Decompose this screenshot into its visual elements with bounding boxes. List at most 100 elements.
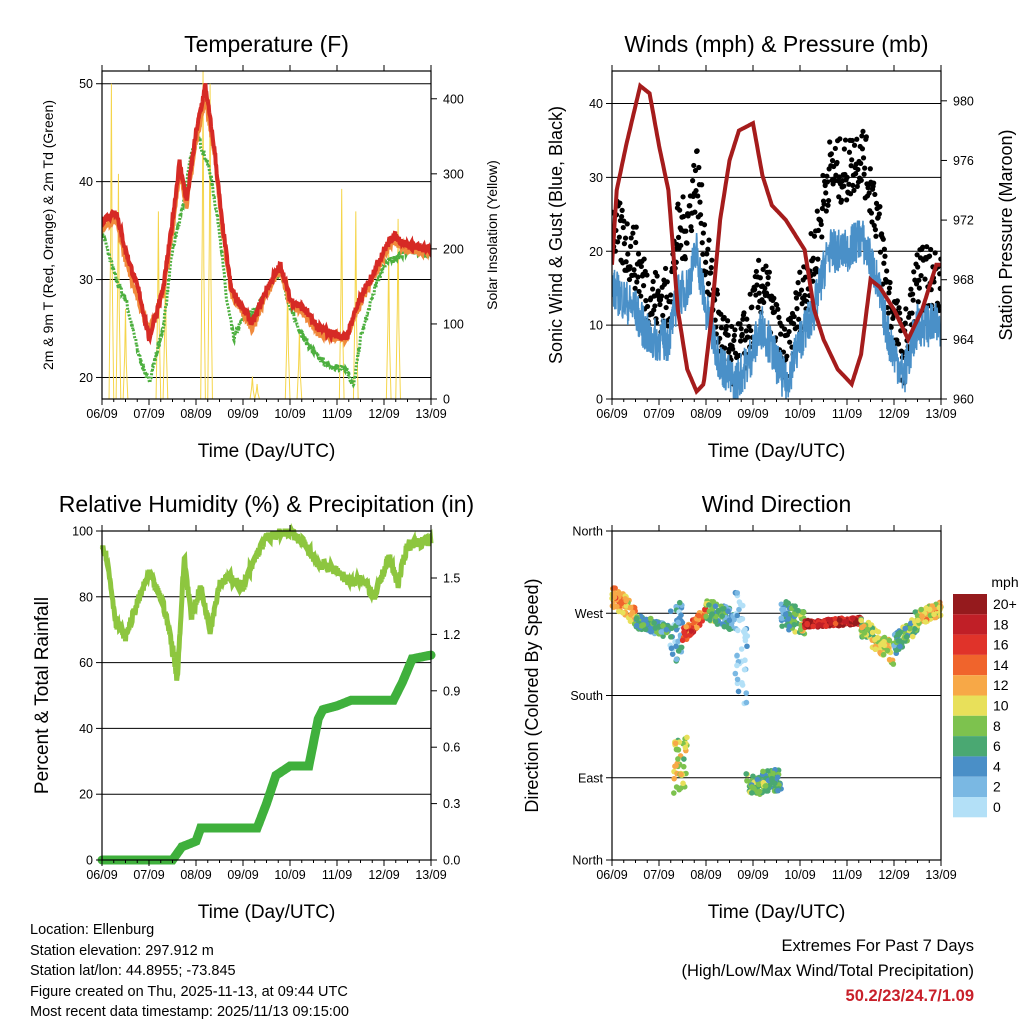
gust-point xyxy=(798,287,805,293)
gust-point xyxy=(721,314,727,321)
direction-point xyxy=(795,607,801,614)
gust-point xyxy=(691,162,697,169)
gust-point xyxy=(644,272,650,278)
gust-point xyxy=(741,310,747,316)
gust-point xyxy=(638,293,644,299)
gust-point xyxy=(836,194,842,200)
direction-point xyxy=(719,613,725,619)
legend-label: 8 xyxy=(993,718,1001,734)
direction-point xyxy=(709,606,715,613)
direction-point xyxy=(895,638,902,644)
gust-point xyxy=(881,246,888,252)
gust-point xyxy=(918,273,924,279)
gust-point xyxy=(872,191,878,198)
gust-point xyxy=(625,251,631,257)
gust-point xyxy=(824,173,830,179)
gust-point xyxy=(643,298,649,304)
gust-point xyxy=(915,264,921,270)
direction-point xyxy=(668,634,674,640)
direction-point xyxy=(709,611,715,617)
legend-swatch-18 xyxy=(953,614,987,635)
gust-point xyxy=(775,306,781,312)
gust-point xyxy=(796,291,802,297)
gust-point xyxy=(829,158,836,164)
gust-point xyxy=(664,279,670,285)
gust-point xyxy=(633,224,639,230)
direction-point xyxy=(673,656,680,663)
direction-point xyxy=(651,620,657,626)
direction-point xyxy=(872,646,879,652)
solar-insolation-spike xyxy=(155,211,162,399)
gust-point xyxy=(819,234,825,240)
gust-point xyxy=(660,312,666,319)
gust-point xyxy=(632,285,638,291)
y-tick-label: 40 xyxy=(79,722,93,736)
legend-label: 12 xyxy=(993,677,1009,693)
gust-point xyxy=(739,331,745,337)
y2-tick-label: 1.5 xyxy=(443,572,460,586)
gust-point xyxy=(920,244,926,250)
gust-point xyxy=(796,316,802,322)
direction-point xyxy=(726,625,732,632)
direction-point xyxy=(673,762,679,769)
direction-point xyxy=(884,647,891,654)
direction-point xyxy=(682,632,689,639)
y-tick-label: East xyxy=(578,771,604,785)
x-tick-label: 12/09 xyxy=(368,868,399,882)
direction-point xyxy=(749,790,755,796)
direction-point xyxy=(771,780,778,787)
gust-point xyxy=(811,233,818,239)
gust-point xyxy=(871,222,877,229)
gust-point xyxy=(827,139,833,145)
gust-point xyxy=(700,230,706,236)
gust-point xyxy=(836,174,842,180)
x-tick-label: 10/09 xyxy=(784,868,815,882)
y2-tick-label: 964 xyxy=(953,333,974,347)
solar-insolation-spike xyxy=(296,331,303,399)
station-latlon: Station lat/lon: 44.8955; -73.845 xyxy=(30,963,236,979)
legend-label: 6 xyxy=(993,738,1001,754)
chart-title: Temperature (F) xyxy=(184,31,349,57)
y-axis-label: Direction (Colored By Speed) xyxy=(522,578,542,812)
direction-point xyxy=(736,617,743,624)
x-tick-label: 09/09 xyxy=(737,407,768,421)
direction-point xyxy=(734,590,741,596)
gust-point xyxy=(795,280,801,286)
gust-point xyxy=(688,227,695,234)
legend-swatch-8 xyxy=(953,715,987,737)
gust-point xyxy=(740,316,746,322)
direction-point xyxy=(721,623,728,630)
gust-point xyxy=(837,136,843,142)
gust-point xyxy=(849,157,855,163)
direction-point xyxy=(792,603,798,609)
gust-point xyxy=(825,197,832,204)
gust-point xyxy=(860,128,866,135)
direction-point xyxy=(864,626,871,633)
direction-point xyxy=(858,617,864,624)
x-tick-label: 09/09 xyxy=(227,407,258,421)
direction-point xyxy=(734,662,740,669)
gust-point xyxy=(828,151,834,157)
direction-point xyxy=(734,652,740,659)
direction-point xyxy=(890,661,897,667)
direction-point xyxy=(675,619,681,626)
gust-point xyxy=(636,288,642,295)
gust-point xyxy=(824,179,831,185)
gust-point xyxy=(814,208,820,214)
x-tick-label: 07/09 xyxy=(643,407,674,421)
x-tick-label: 13/09 xyxy=(415,407,446,421)
gust-point xyxy=(683,228,689,234)
gust-point xyxy=(911,269,917,275)
direction-point xyxy=(770,770,776,777)
direction-point xyxy=(909,633,916,640)
y2-tick-label: 300 xyxy=(443,167,464,181)
gust-point xyxy=(635,274,641,280)
gust-point xyxy=(842,137,849,143)
direction-point xyxy=(760,768,766,775)
direction-point xyxy=(797,626,804,633)
gust-point xyxy=(922,276,928,282)
gust-point xyxy=(853,171,859,177)
direction-point xyxy=(852,620,858,627)
y2-tick-label: 400 xyxy=(443,92,464,106)
gust-point xyxy=(881,260,887,266)
